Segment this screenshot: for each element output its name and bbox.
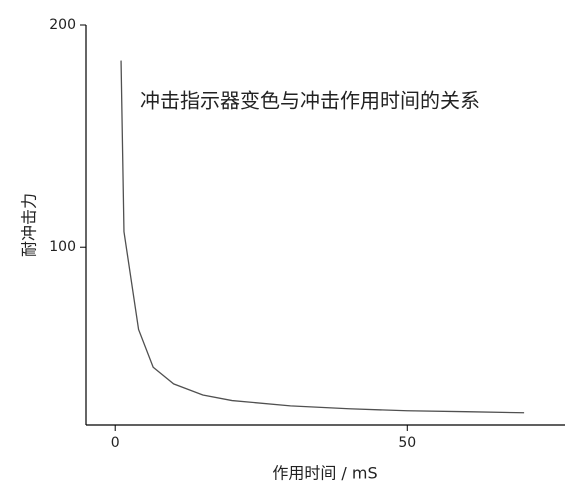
x-axis-label: 作用时间 / mS: [272, 464, 377, 483]
x-tick-label: 50: [398, 435, 416, 451]
annotation: 冲击指示器变色与冲击作用时间的关系: [140, 89, 480, 113]
x-tick-label: 0: [111, 435, 120, 451]
y-tick-label: 100: [49, 239, 76, 255]
y-axis-label: 耐冲击力: [20, 193, 39, 257]
y-tick-label: 200: [49, 17, 76, 33]
data-line: [120, 60, 525, 414]
